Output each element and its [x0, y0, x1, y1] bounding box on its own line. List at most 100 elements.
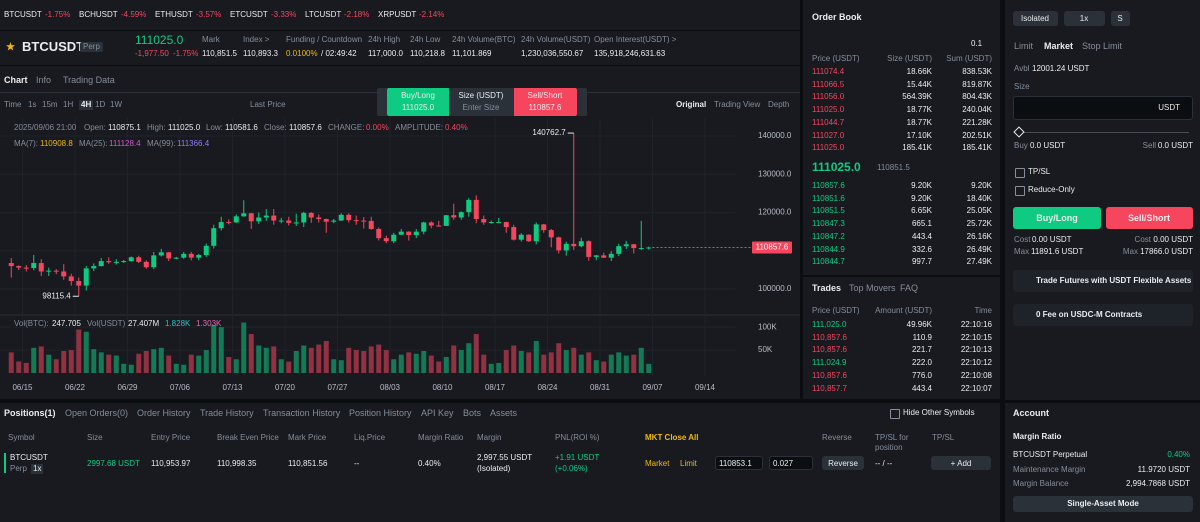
limit-qty-input[interactable]	[769, 456, 813, 470]
positions-tab[interactable]: Positions(1)	[4, 408, 56, 418]
stat-label[interactable]: Open Interest(USDT) >	[594, 35, 677, 44]
stat-label[interactable]: Index >	[243, 35, 270, 44]
interval[interactable]: 15m	[42, 100, 58, 109]
ticker-change: -1.75%	[45, 10, 71, 19]
hide-symbols-checkbox[interactable]	[890, 409, 900, 419]
order-book-panel	[803, 0, 1000, 275]
quick-sell-label: Sell/Short	[527, 91, 563, 100]
reverse-button[interactable]	[822, 456, 864, 470]
ticker-symbol[interactable]: XRPUSDT	[378, 10, 417, 19]
margin-ratio: 0.40%	[1167, 450, 1190, 459]
size-unit[interactable]: USDT	[1158, 103, 1180, 112]
candle-time: 2025/09/06 21:00	[14, 123, 77, 132]
size-input[interactable]	[1013, 96, 1193, 120]
view-tab[interactable]: Original	[676, 100, 707, 109]
positions-tab[interactable]: Assets	[490, 408, 518, 418]
promo-card[interactable]	[1013, 270, 1193, 292]
book-sum: 26.49K	[966, 244, 992, 254]
favorite-star[interactable]	[6, 42, 15, 51]
volume-bar	[23, 362, 29, 373]
ticker-symbol[interactable]: BCHUSDT	[79, 10, 118, 19]
book-size: 18.66K	[906, 67, 932, 76]
close-quick-order[interactable]	[577, 88, 587, 116]
volume-bar	[421, 351, 427, 373]
trades-tab[interactable]: FAQ	[900, 283, 919, 293]
chart-tab[interactable]: Chart	[4, 75, 28, 85]
book-price: 110844.7	[812, 257, 845, 267]
quick-buy[interactable]	[387, 88, 449, 116]
volume-bar	[106, 354, 112, 373]
trades-tab[interactable]: Trades	[812, 283, 842, 293]
sell-amount: 0.0 USDT	[1157, 141, 1193, 150]
vol-value: 1.303K	[196, 319, 222, 328]
ticker-symbol[interactable]: ETHUSDT	[155, 10, 193, 19]
quick-sell[interactable]	[514, 88, 577, 116]
candle-body	[361, 220, 367, 222]
form-label: Max	[1122, 247, 1138, 256]
positions-tab[interactable]: Order History	[137, 408, 191, 418]
positions-tab[interactable]: Open Orders(0)	[65, 408, 129, 418]
close-market[interactable]: Market	[645, 459, 670, 468]
ticker-symbol[interactable]: LTCUSDT	[305, 10, 342, 19]
symbol[interactable]: BTCUSDT	[22, 39, 85, 54]
interval[interactable]: 1W	[110, 100, 122, 109]
order-tab[interactable]: Market	[1044, 41, 1074, 51]
candle-body	[316, 217, 322, 220]
trade-time: 22:10:08	[960, 370, 992, 380]
size-label: Size	[1014, 82, 1030, 91]
reduce-only-checkbox[interactable]	[1015, 186, 1025, 196]
asset-mode-button[interactable]	[1111, 11, 1130, 26]
pos-break-even: 110,998.35	[217, 459, 257, 468]
single-asset-mode-button[interactable]	[1013, 496, 1193, 512]
interval[interactable]: 1s	[28, 100, 37, 109]
tpsl-checkbox[interactable]	[1015, 168, 1025, 178]
ticker-symbol[interactable]: ETCUSDT	[230, 10, 268, 19]
margin-mode: Isolated	[1020, 14, 1050, 23]
candle-body	[466, 199, 472, 213]
candle-body	[188, 253, 194, 258]
close-limit[interactable]: Limit	[680, 459, 697, 468]
candle-body	[286, 220, 292, 223]
trades-tab[interactable]: Top Movers	[849, 283, 896, 293]
stat-value: 110,851.5	[202, 49, 237, 58]
margin-mode-button[interactable]	[1013, 11, 1058, 26]
quick-size[interactable]	[449, 88, 514, 116]
chart-tab[interactable]: Info	[36, 75, 52, 85]
view-tab[interactable]: Trading View	[714, 100, 761, 109]
ticker-symbol[interactable]: BTCUSDT	[4, 10, 42, 19]
sell-short-button[interactable]	[1106, 207, 1193, 229]
buy-long-button[interactable]	[1013, 207, 1101, 229]
promo-card[interactable]	[1013, 304, 1193, 326]
candle-body	[248, 213, 254, 222]
price-type[interactable]: Last Price	[250, 100, 286, 109]
order-tab[interactable]: Limit	[1014, 41, 1034, 51]
view-tab[interactable]: Depth	[768, 100, 790, 109]
order-tab[interactable]: Stop Limit	[1082, 41, 1123, 51]
leverage-button[interactable]	[1064, 11, 1105, 26]
add-label: + Add	[950, 459, 972, 468]
positions-tab[interactable]: API Key	[421, 408, 454, 418]
candle-body	[391, 234, 397, 242]
interval[interactable]: 4H	[79, 100, 94, 110]
x-tick-label: 09/07	[642, 383, 663, 392]
add-tpsl-button[interactable]	[931, 456, 991, 470]
interval[interactable]: 1D	[95, 100, 106, 109]
col-head: Size (USDT)	[887, 54, 932, 63]
positions-tab[interactable]: Bots	[463, 408, 482, 418]
y-tick-label: 130000.0	[758, 169, 792, 178]
chart-tab[interactable]: Trading Data	[63, 75, 115, 85]
limit-price-input[interactable]	[715, 456, 763, 470]
interval[interactable]: 1H	[63, 100, 74, 109]
price-step[interactable]: 0.1	[971, 39, 983, 48]
pos-pnl: +1.91 USDT	[555, 453, 600, 462]
stat-label: 24h Volume(USDT)	[521, 35, 591, 44]
candle-body	[488, 222, 494, 224]
size-slider[interactable]	[1019, 132, 1189, 133]
drag-handle[interactable]	[377, 88, 387, 116]
positions-tab[interactable]: Position History	[349, 408, 412, 418]
positions-tab[interactable]: Trade History	[200, 408, 254, 418]
positions-tab[interactable]: Transaction History	[263, 408, 341, 418]
volume-bar	[488, 363, 494, 373]
symbol-tag: Perp	[80, 42, 103, 52]
candle-body	[308, 212, 314, 218]
